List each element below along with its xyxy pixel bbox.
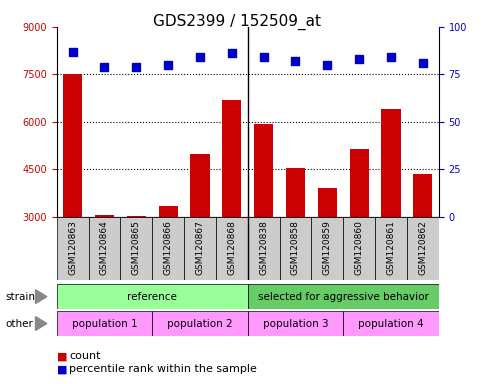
Point (196, 54, 204, 60)
Point (260, 54, 268, 60)
Bar (413, 174, 432, 217)
Text: GSM120858: GSM120858 (291, 220, 300, 275)
Text: ■: ■ (57, 364, 67, 374)
Point (69, 48, 76, 55)
Text: population 1: population 1 (71, 318, 137, 329)
FancyBboxPatch shape (247, 217, 280, 280)
Text: other: other (5, 318, 33, 329)
FancyBboxPatch shape (57, 217, 89, 280)
Text: strain: strain (5, 291, 35, 302)
FancyBboxPatch shape (312, 217, 343, 280)
FancyBboxPatch shape (343, 311, 439, 336)
Text: population 4: population 4 (358, 318, 424, 329)
Text: GSM120867: GSM120867 (195, 220, 205, 275)
Point (419, 60, 427, 66)
FancyBboxPatch shape (343, 217, 375, 280)
FancyBboxPatch shape (280, 217, 312, 280)
Bar (286, 168, 305, 217)
FancyBboxPatch shape (152, 311, 247, 336)
Bar (127, 216, 146, 217)
Text: count: count (69, 351, 101, 361)
FancyBboxPatch shape (247, 311, 343, 336)
FancyBboxPatch shape (89, 217, 120, 280)
Bar (254, 124, 273, 217)
Polygon shape (35, 290, 47, 303)
Point (323, 62, 331, 68)
Bar (382, 109, 400, 217)
Text: percentile rank within the sample: percentile rank within the sample (69, 364, 257, 374)
Text: GSM120864: GSM120864 (100, 220, 109, 275)
Text: GSM120859: GSM120859 (323, 220, 332, 275)
FancyBboxPatch shape (57, 311, 152, 336)
Bar (63, 74, 82, 217)
Point (228, 50, 236, 56)
Text: ■: ■ (57, 351, 67, 361)
Text: GSM120868: GSM120868 (227, 220, 236, 275)
Point (132, 64, 140, 70)
Bar (159, 206, 177, 217)
Text: GSM120862: GSM120862 (419, 220, 427, 275)
Text: GSM120860: GSM120860 (354, 220, 364, 275)
Text: GSM120866: GSM120866 (164, 220, 173, 275)
Text: reference: reference (127, 291, 177, 302)
Text: selected for aggressive behavior: selected for aggressive behavior (258, 291, 429, 302)
Text: population 2: population 2 (167, 318, 233, 329)
Text: GDS2399 / 152509_at: GDS2399 / 152509_at (153, 13, 320, 30)
Text: population 3: population 3 (263, 318, 328, 329)
FancyBboxPatch shape (120, 217, 152, 280)
Bar (95, 215, 114, 217)
Text: GSM120865: GSM120865 (132, 220, 141, 275)
Text: GSM120861: GSM120861 (387, 220, 395, 275)
Point (164, 62, 172, 68)
FancyBboxPatch shape (152, 217, 184, 280)
Polygon shape (35, 316, 47, 330)
Point (355, 56, 363, 62)
FancyBboxPatch shape (375, 217, 407, 280)
Point (291, 58, 299, 64)
FancyBboxPatch shape (216, 217, 247, 280)
Bar (222, 100, 242, 217)
Text: GSM120863: GSM120863 (68, 220, 77, 275)
Text: GSM120838: GSM120838 (259, 220, 268, 275)
Point (387, 54, 395, 60)
Bar (318, 189, 337, 217)
Bar (350, 149, 369, 217)
FancyBboxPatch shape (184, 217, 216, 280)
FancyBboxPatch shape (57, 284, 247, 309)
FancyBboxPatch shape (407, 217, 439, 280)
FancyBboxPatch shape (247, 284, 439, 309)
Point (101, 64, 108, 70)
Bar (190, 154, 210, 217)
